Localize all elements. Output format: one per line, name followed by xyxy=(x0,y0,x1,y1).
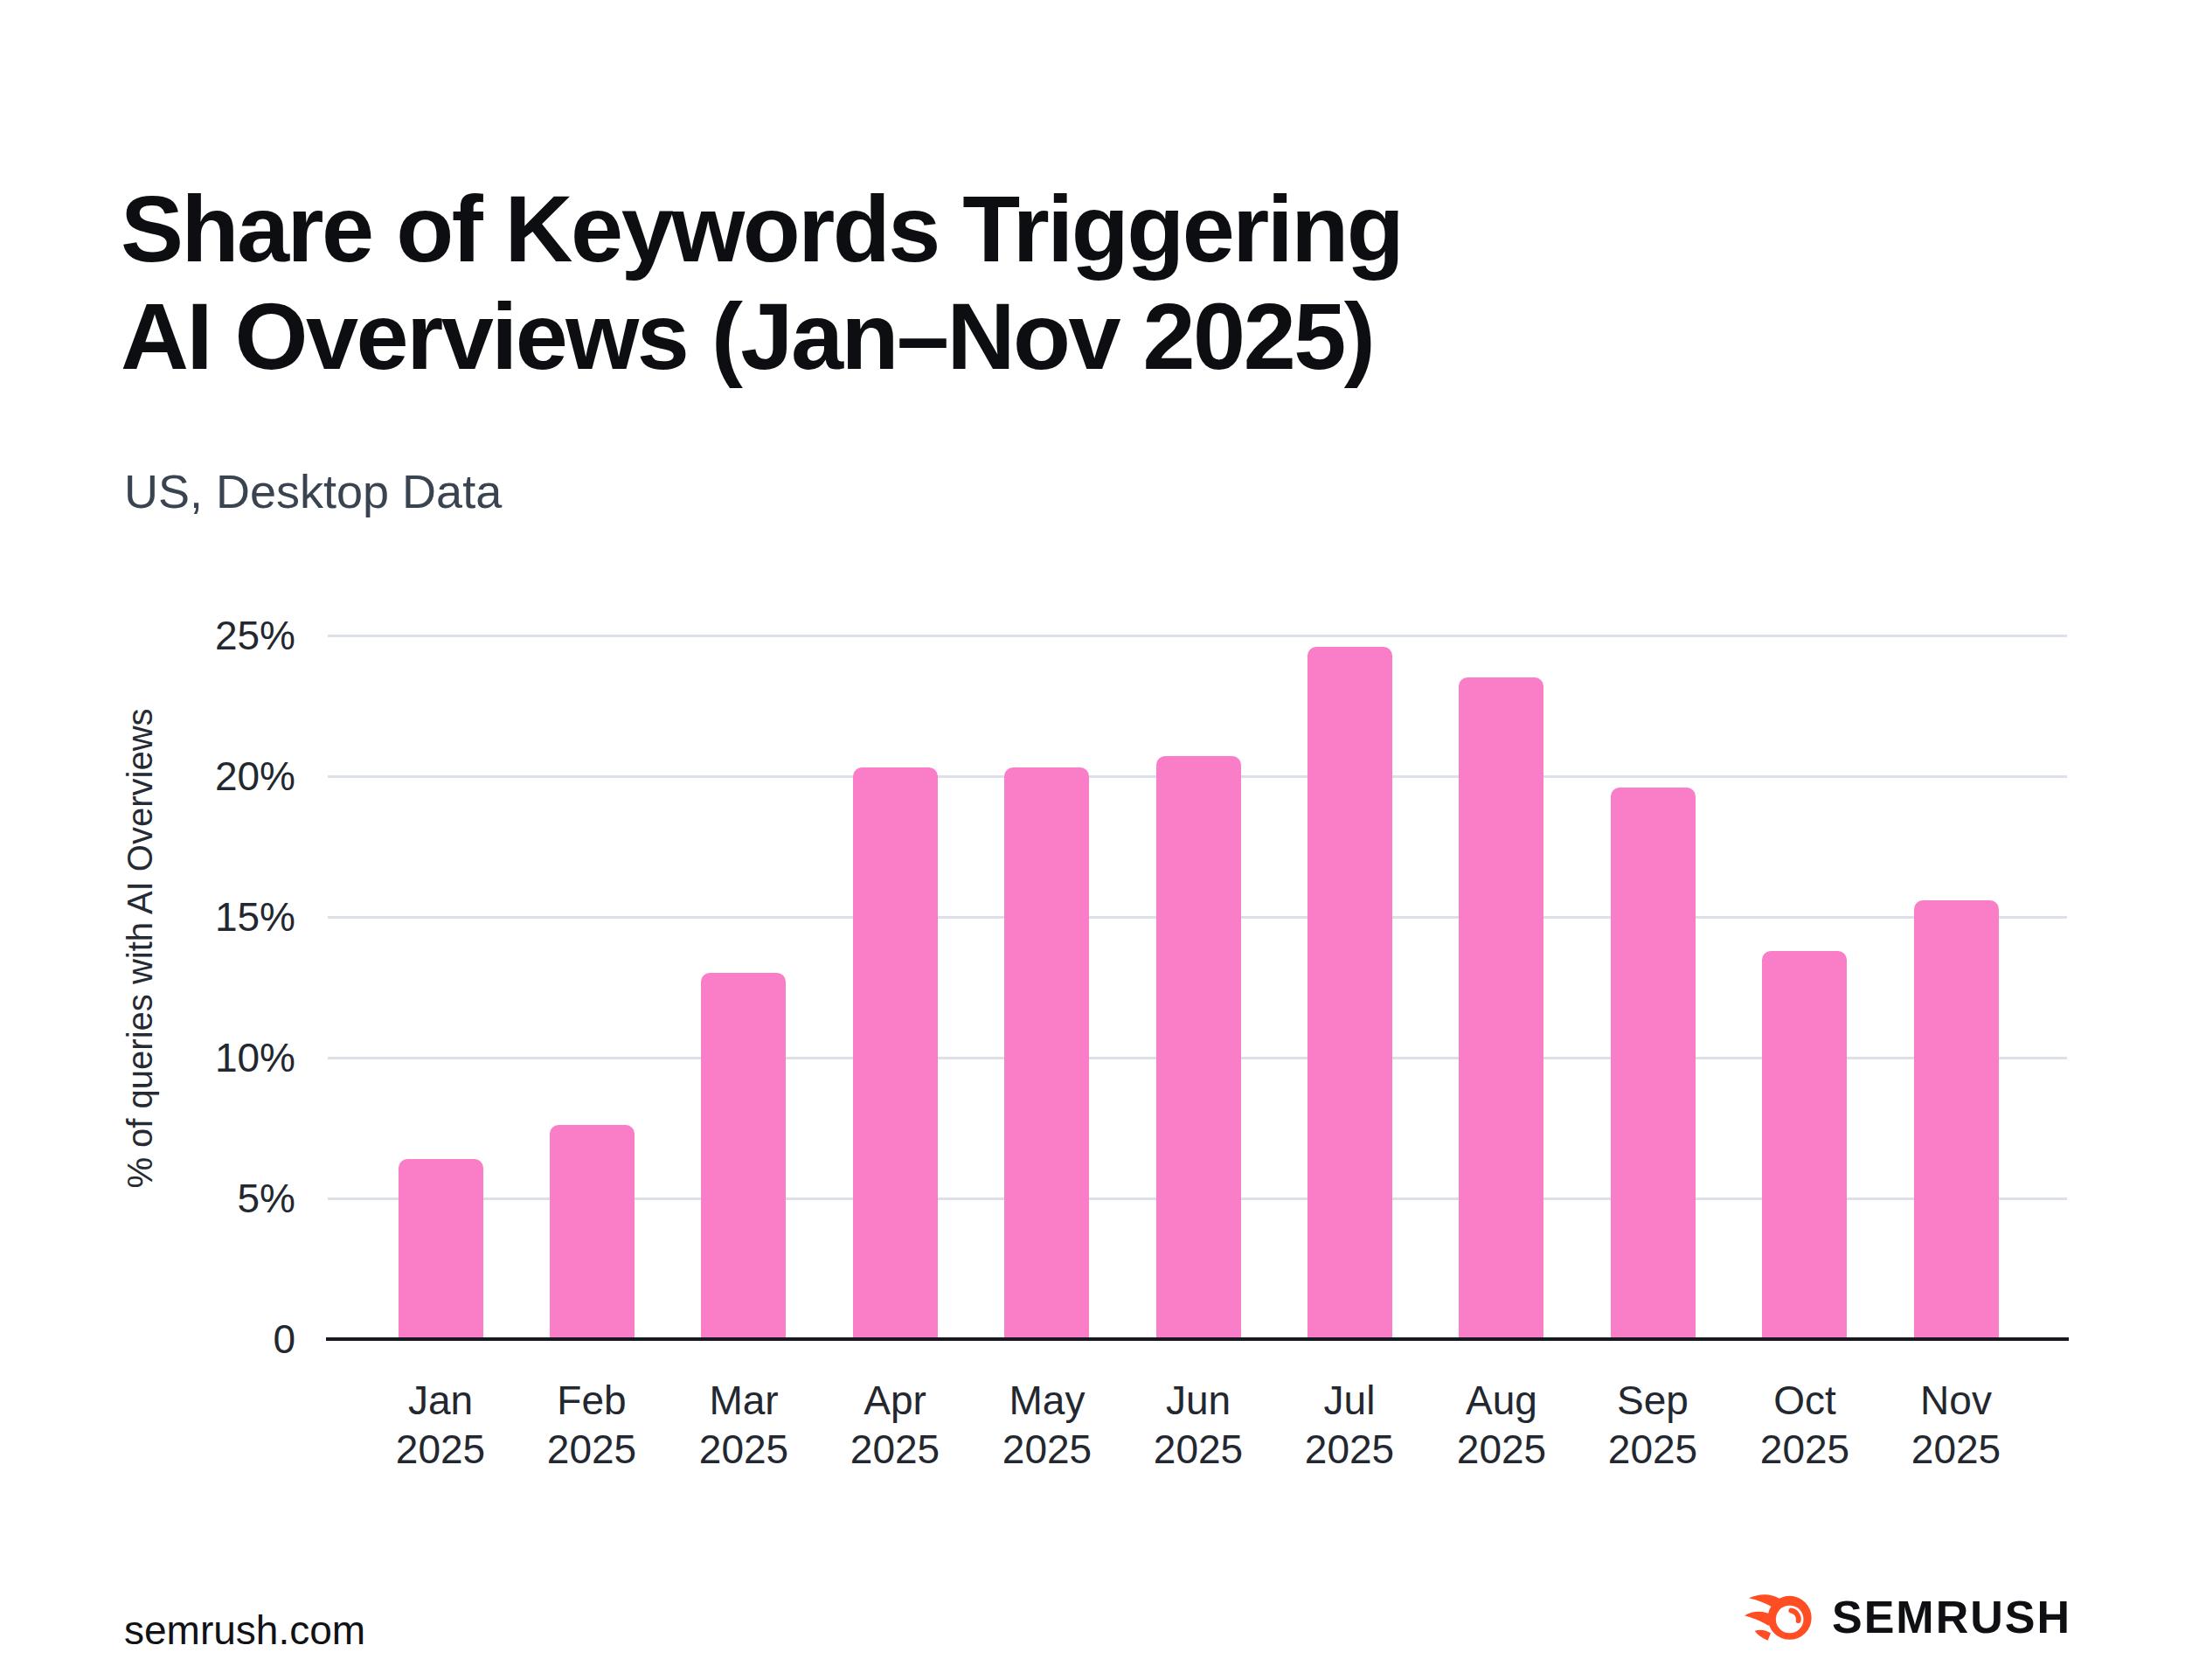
y-tick-label: 5% xyxy=(0,1176,295,1221)
bar-nov-2025 xyxy=(1914,900,1999,1339)
x-axis-line xyxy=(326,1337,2069,1341)
y-tick-label: 25% xyxy=(0,613,295,658)
semrush-wordmark: SEMRUSH xyxy=(1832,1591,2071,1643)
bar-aug-2025 xyxy=(1459,677,1543,1339)
bar-mar-2025 xyxy=(701,973,786,1339)
bar-sep-2025 xyxy=(1611,788,1696,1339)
gridline-25 xyxy=(328,635,2067,637)
y-tick-label: 20% xyxy=(0,753,295,799)
semrush-logo: SEMRUSH xyxy=(1743,1591,2071,1643)
bar-apr-2025 xyxy=(853,767,938,1339)
bar-may-2025 xyxy=(1004,767,1089,1339)
y-tick-label: 15% xyxy=(0,894,295,940)
bar-jul-2025 xyxy=(1308,647,1392,1339)
y-tick-label: 0 xyxy=(0,1316,295,1362)
source-link: semrush.com xyxy=(124,1607,365,1654)
bar-chart: % of queries with AI Overviews 05%10%15%… xyxy=(0,0,2185,1680)
bar-jan-2025 xyxy=(399,1159,483,1339)
bar-feb-2025 xyxy=(550,1125,635,1339)
y-tick-label: 10% xyxy=(0,1035,295,1080)
semrush-flame-icon xyxy=(1743,1591,1816,1643)
bar-oct-2025 xyxy=(1762,951,1847,1339)
x-tick-label: Nov2025 xyxy=(1860,1376,2052,1474)
bar-jun-2025 xyxy=(1156,756,1241,1339)
